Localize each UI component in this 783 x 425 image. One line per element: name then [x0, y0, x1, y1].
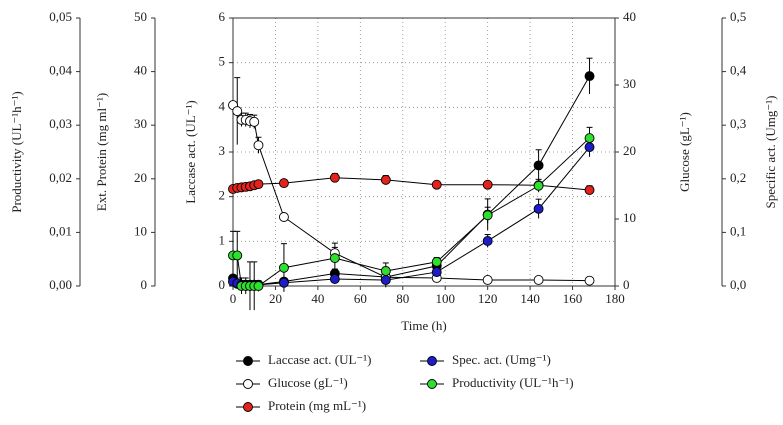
- data-point: [431, 267, 442, 278]
- series-line: [232, 104, 590, 282]
- x-tick-label: 180: [605, 291, 625, 306]
- data-point: [232, 250, 243, 261]
- y-tick-label: 20: [623, 143, 636, 158]
- data-point: [278, 277, 289, 288]
- data-point: [329, 274, 340, 284]
- y-tick-label: 0,3: [730, 116, 746, 131]
- y-tick-label: 0,01: [49, 223, 72, 238]
- data-point: [482, 236, 493, 246]
- y-tick-label: 0,5: [730, 9, 746, 24]
- y-tick-label: 0: [623, 277, 630, 292]
- data-point: [584, 275, 595, 286]
- data-point: [380, 275, 391, 286]
- legend-label: Protein (mg mL⁻¹): [268, 398, 366, 413]
- legend-label: Laccase act. (UL⁻¹): [268, 352, 372, 367]
- legend-label: Productivity (UL⁻¹h⁻¹): [452, 375, 574, 390]
- data-point: [329, 253, 340, 264]
- y-tick-label: 0,02: [49, 170, 72, 185]
- y-tick-label: 0: [219, 277, 226, 292]
- y-tick-label: 0,4: [730, 63, 747, 78]
- x-tick-label: 100: [435, 291, 455, 306]
- x-tick-label: 160: [563, 291, 583, 306]
- legend-label: Glucose (gL⁻¹): [268, 375, 348, 390]
- x-tick-label: 120: [478, 291, 498, 306]
- data-point: [329, 172, 340, 183]
- y-tick-label: 5: [219, 54, 226, 69]
- data-point: [482, 210, 493, 221]
- data-point: [533, 180, 544, 191]
- data-point: [249, 116, 260, 127]
- data-point: [253, 281, 264, 291]
- data-point: [482, 275, 493, 285]
- x-tick-label: 140: [520, 291, 540, 306]
- x-tick-label: 80: [396, 291, 409, 306]
- y-tick-label: 0,04: [49, 63, 72, 78]
- data-point: [584, 71, 595, 82]
- y-axis-title: Ext. Protein (mg ml⁻¹): [94, 93, 109, 211]
- data-point: [584, 133, 595, 144]
- data-point: [533, 275, 544, 285]
- x-tick-label: 60: [354, 291, 367, 306]
- x-tick-label: 40: [311, 291, 324, 306]
- x-tick-label: 0: [230, 291, 237, 306]
- data-point: [253, 179, 264, 190]
- y-tick-label: 10: [623, 210, 636, 225]
- data-point: [584, 185, 595, 196]
- data-point: [232, 106, 243, 117]
- y-tick-label: 50: [134, 9, 147, 24]
- data-point: [253, 140, 264, 151]
- y-tick-label: 0,1: [730, 223, 746, 238]
- y-tick-label: 0,00: [49, 277, 72, 292]
- y-tick-label: 4: [219, 98, 226, 113]
- data-point: [380, 174, 391, 185]
- x-axis-title: Time (h): [401, 318, 446, 333]
- legend-label: Spec. act. (Umg⁻¹): [452, 352, 551, 367]
- data-point: [278, 212, 289, 222]
- y-tick-label: 0: [141, 277, 148, 292]
- data-point: [431, 179, 442, 190]
- y-tick-label: 0,03: [49, 116, 72, 131]
- data-point: [584, 142, 595, 153]
- data-point: [380, 266, 391, 276]
- y-axis-title: Laccase act. (UL⁻¹): [183, 100, 198, 204]
- y-tick-label: 3: [219, 143, 226, 158]
- y-tick-label: 1: [219, 232, 226, 247]
- data-point: [533, 160, 544, 171]
- x-tick-label: 20: [269, 291, 282, 306]
- y-tick-label: 20: [134, 170, 147, 185]
- y-tick-label: 0,0: [730, 277, 746, 292]
- y-tick-label: 0,2: [730, 170, 746, 185]
- y-tick-label: 10: [134, 223, 147, 238]
- y-tick-label: 40: [623, 9, 636, 24]
- legend-marker: [243, 379, 253, 389]
- y-tick-label: 0,05: [49, 9, 72, 24]
- y-tick-label: 6: [219, 9, 226, 24]
- legend-marker: [427, 379, 437, 389]
- legend-marker: [243, 402, 253, 412]
- y-tick-label: 30: [623, 76, 636, 91]
- legend-marker: [427, 356, 437, 366]
- y-axis-title: Productivity (UL⁻¹h⁻¹): [9, 91, 24, 213]
- y-tick-label: 40: [134, 63, 147, 78]
- data-point: [278, 262, 289, 273]
- y-axis-title: Glucose (gL⁻¹): [677, 112, 692, 192]
- y-tick-label: 30: [134, 116, 147, 131]
- data-point: [533, 203, 544, 214]
- y-tick-label: 2: [219, 188, 226, 203]
- data-point: [482, 179, 493, 190]
- data-point: [431, 256, 442, 267]
- legend-marker: [243, 356, 253, 366]
- data-point: [278, 178, 289, 189]
- y-axis-title: Specific act. (Umg⁻¹): [763, 96, 778, 209]
